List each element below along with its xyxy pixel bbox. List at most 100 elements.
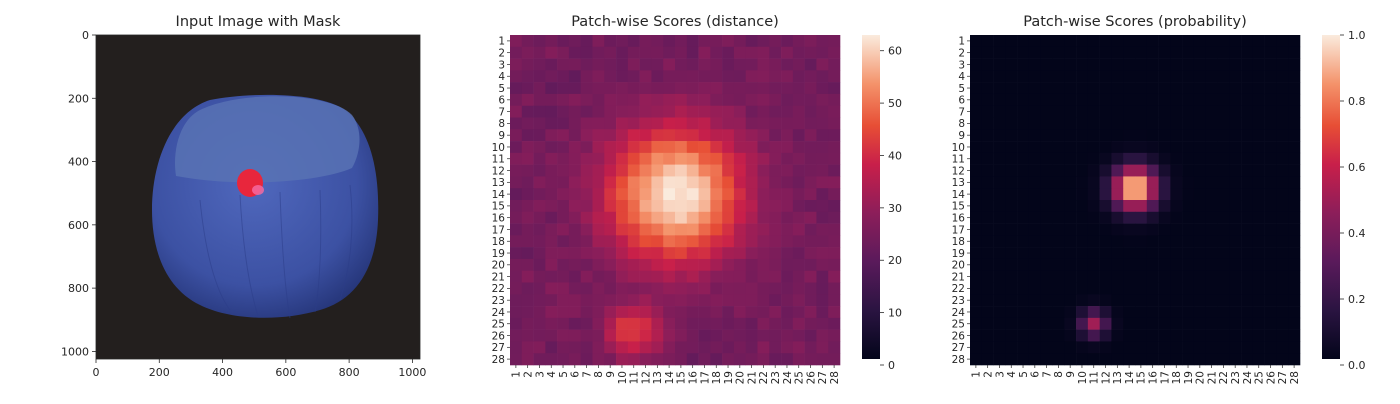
heatmap-cell <box>557 317 570 330</box>
heatmap-cell <box>1028 211 1042 224</box>
heatmap-cell <box>993 282 1006 295</box>
heatmap-cell <box>792 176 805 189</box>
heatmap-cell <box>970 341 983 354</box>
heatmap-cell <box>993 329 1006 342</box>
heatmap-cell <box>1205 200 1218 213</box>
heatmap-cell <box>627 105 640 118</box>
heatmap-cell <box>675 341 688 354</box>
heatmap-cell <box>616 211 629 224</box>
heatmap-cell <box>1028 341 1042 354</box>
heatmap-cell <box>745 58 758 71</box>
heatmap-cell <box>604 200 617 213</box>
heatmap-cell <box>1064 70 1077 83</box>
heatmap-cell <box>816 329 829 342</box>
heatmap-cell <box>1241 58 1254 71</box>
heatmap-cell <box>1276 247 1289 260</box>
heatmap-cell <box>1241 35 1254 48</box>
heatmap-cell <box>592 270 605 283</box>
heatmap-cell <box>1087 211 1100 224</box>
heatmap-cell <box>651 341 664 354</box>
heatmap-cell <box>1252 70 1265 83</box>
heatmap-cell <box>733 176 747 189</box>
heatmap-cell <box>1052 70 1065 83</box>
heatmap-cell <box>1182 58 1195 71</box>
heatmap-cell <box>1217 35 1230 48</box>
heatmap-cell <box>733 294 747 307</box>
heatmap-cell <box>698 223 711 236</box>
heatmap-cell <box>1241 105 1254 118</box>
heatmap-cell <box>1052 176 1065 189</box>
heatmap-cell <box>981 282 994 295</box>
heatmap-cell <box>604 317 617 330</box>
heatmap-cell <box>757 117 770 130</box>
heatmap-cell <box>733 223 747 236</box>
heatmap-cell <box>1229 105 1242 118</box>
colorbar-tick-label: 1.0 <box>1348 29 1366 42</box>
heatmap-cell <box>816 82 829 95</box>
heatmap-cell <box>1288 105 1301 118</box>
heatmap-cell <box>616 93 629 107</box>
heatmap-cell <box>769 223 782 236</box>
heatmap-cell <box>1111 164 1124 177</box>
y-tick-label: 5 <box>958 83 965 95</box>
heatmap-cell <box>1087 341 1100 354</box>
heatmap-cell <box>804 141 817 154</box>
heatmap-cell <box>828 188 841 201</box>
heatmap-cell <box>627 141 640 154</box>
x-tick-label: 28 <box>829 371 841 384</box>
heatmap-cell <box>1276 82 1289 95</box>
heatmap-cell <box>533 258 546 272</box>
heatmap-cell <box>1123 129 1136 142</box>
heatmap-cell <box>792 353 805 366</box>
heatmap-cell <box>1076 247 1089 260</box>
heatmap-cell <box>1241 211 1254 224</box>
heatmap-cell <box>1064 176 1077 189</box>
heatmap-cell <box>1076 117 1089 130</box>
x-tick-label: 24 <box>1242 371 1254 385</box>
heatmap-cell <box>1182 200 1195 213</box>
heatmap-cell <box>639 141 652 154</box>
heatmap-cell <box>1229 117 1242 130</box>
heatmap-cell <box>804 58 817 71</box>
heatmap-cell <box>1052 105 1065 118</box>
heatmap-cell <box>816 141 829 154</box>
heatmap-cell <box>745 188 758 201</box>
heatmap-cell <box>1276 152 1289 165</box>
heatmap-cell <box>769 200 782 213</box>
heatmap-cell <box>545 188 558 201</box>
heatmap-cell <box>769 188 782 201</box>
heatmap-cell <box>993 58 1006 71</box>
heatmap-cell <box>592 152 605 165</box>
heatmap-cell <box>804 105 817 118</box>
heatmap-cell <box>1229 46 1242 59</box>
heatmap-cell <box>1017 235 1030 248</box>
heatmap-cell <box>698 176 711 189</box>
heatmap-cell <box>745 105 758 118</box>
heatmap-cell <box>675 235 688 248</box>
heatmap-cell <box>710 294 723 307</box>
heatmap-cell <box>710 105 723 118</box>
heatmap-cell <box>1276 223 1289 236</box>
heatmap-cell <box>1252 294 1265 307</box>
heatmap-cell <box>1099 294 1112 307</box>
heatmap-cell <box>1276 306 1289 319</box>
heatmap-cell <box>1288 223 1301 236</box>
heatmap-cell <box>1017 152 1030 165</box>
heatmap-cell <box>568 46 582 59</box>
heatmap-cell <box>1264 223 1277 236</box>
heatmap-cell <box>792 235 805 248</box>
heatmap-cell <box>1123 306 1136 319</box>
heatmap-cell <box>1217 306 1230 319</box>
heatmap-cell <box>1276 141 1289 154</box>
heatmap-cell <box>1017 129 1030 142</box>
heatmap-cell <box>510 341 523 354</box>
heatmap-cell <box>733 341 747 354</box>
heatmap-cell <box>568 152 582 165</box>
heatmap-cell <box>1241 70 1254 83</box>
heatmap-cell <box>568 70 582 83</box>
heatmap-cell <box>1158 200 1171 213</box>
heatmap-cell <box>828 223 841 236</box>
heatmap-cell <box>568 294 582 307</box>
heatmap-cell <box>1205 46 1218 59</box>
heatmap-cell <box>1217 152 1230 165</box>
